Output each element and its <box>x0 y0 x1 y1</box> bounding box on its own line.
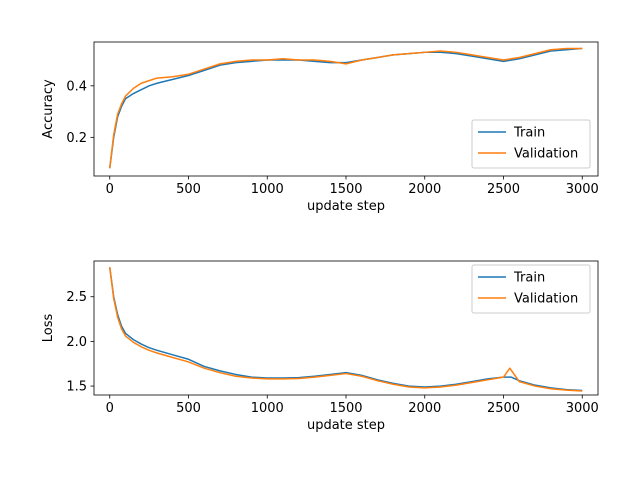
loss-panel: 0 500 1000 1500 2000 2500 3000 1.5 2.0 2.5 update … <box>41 260 599 433</box>
accuracy-xtick-label: 1000 <box>251 182 284 197</box>
loss-ytick-label: 2.0 <box>66 335 87 350</box>
accuracy-panel: 0 500 1000 1500 2000 2500 3000 0.2 0.4 update ste… <box>41 41 599 214</box>
accuracy-legend-label-train: Train <box>513 126 545 141</box>
accuracy-y-axis-label: Accuracy <box>41 79 56 139</box>
accuracy-legend: Train Validation <box>471 119 591 169</box>
loss-xtick-label: 1500 <box>329 401 362 416</box>
accuracy-legend-label-validation: Validation <box>514 147 578 162</box>
loss-xtick-label: 1000 <box>251 401 284 416</box>
loss-y-axis-label: Loss <box>41 314 56 343</box>
loss-legend-label-train: Train <box>513 271 545 286</box>
accuracy-xtick-label: 3000 <box>566 182 599 197</box>
accuracy-ytick-label: 0.2 <box>66 131 87 146</box>
loss-xtick-label: 2000 <box>408 401 441 416</box>
loss-ytick-label: 2.5 <box>66 290 87 305</box>
accuracy-ytick-label: 0.4 <box>66 79 87 94</box>
loss-x-axis-label: update step <box>307 418 385 433</box>
loss-series-validation-line <box>109 267 583 392</box>
accuracy-xtick-label: 2500 <box>487 182 520 197</box>
loss-legend: Train Validation <box>471 264 591 314</box>
loss-xtick-label: 2500 <box>487 401 520 416</box>
accuracy-xtick-label: 500 <box>176 182 201 197</box>
accuracy-x-axis-label: update step <box>307 199 385 214</box>
accuracy-series-validation-line <box>109 47 583 169</box>
accuracy-xtick-label: 2000 <box>408 182 441 197</box>
accuracy-xtick-label: 1500 <box>329 182 362 197</box>
loss-xtick-label: 500 <box>176 401 201 416</box>
loss-legend-label-validation: Validation <box>514 292 578 307</box>
loss-xtick-label: 3000 <box>566 401 599 416</box>
loss-xtick-label: 0 <box>106 401 114 416</box>
loss-ytick-label: 1.5 <box>66 380 87 395</box>
accuracy-xtick-label: 0 <box>106 182 114 197</box>
